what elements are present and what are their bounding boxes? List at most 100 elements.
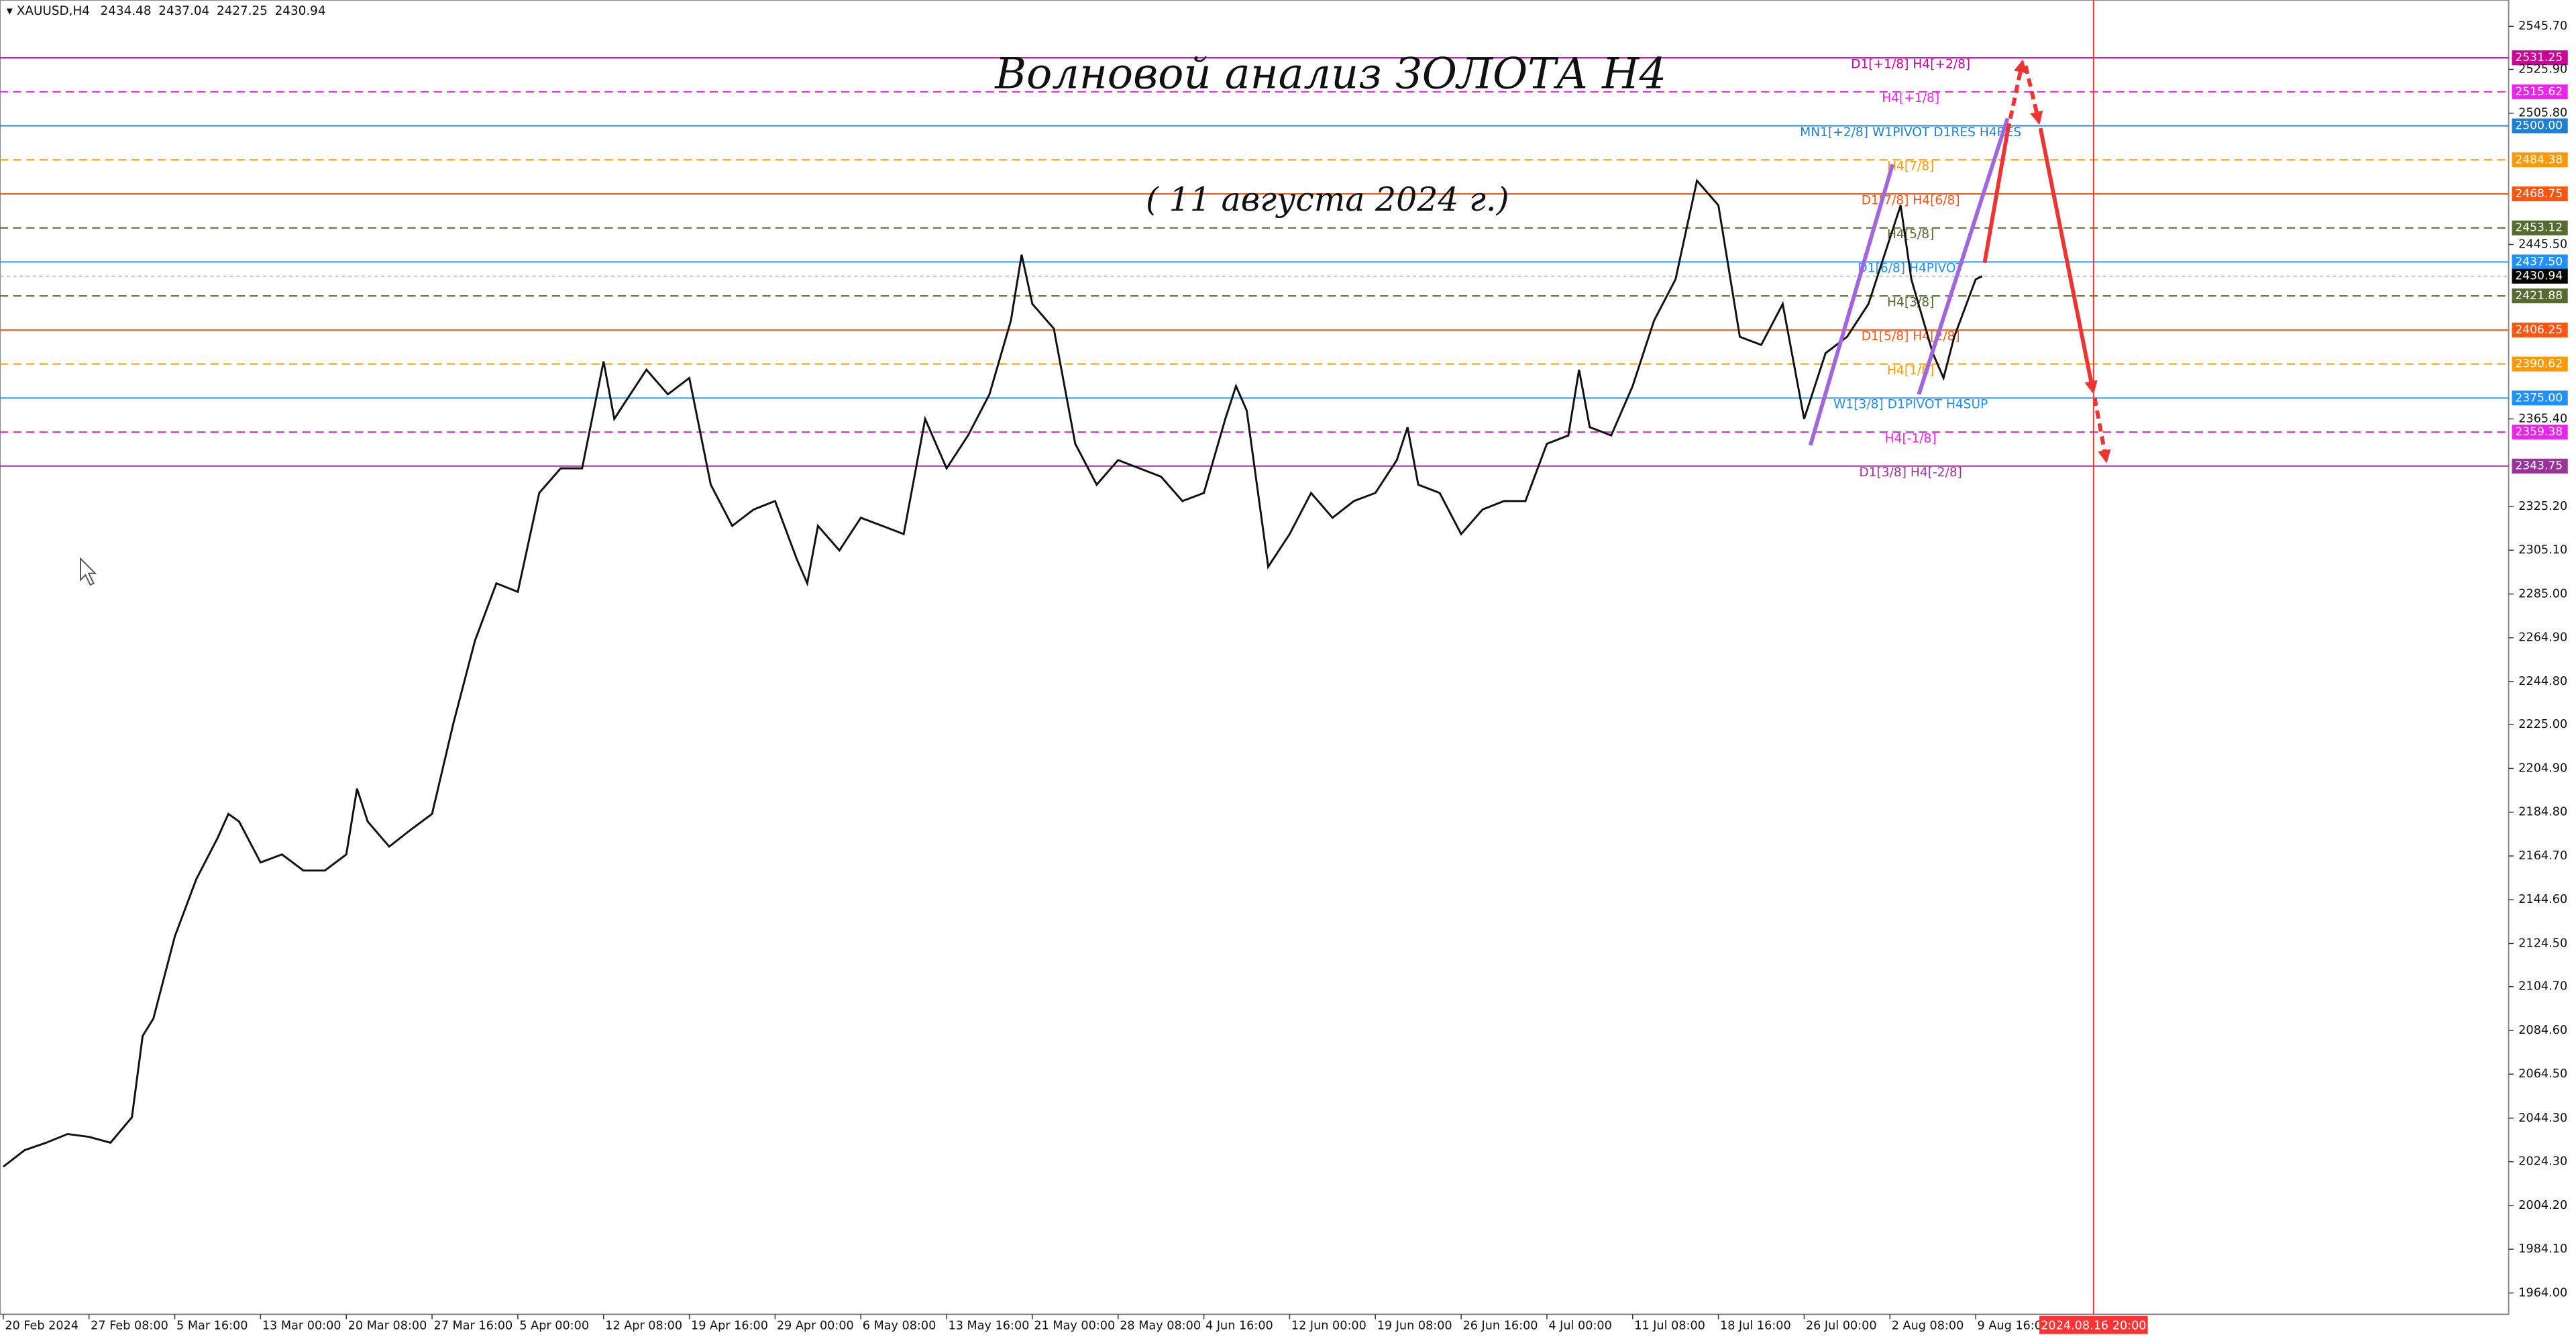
y-tick-label: 2525.90 [2518, 62, 2567, 76]
price-label-box [2512, 186, 2568, 202]
close: 2430.94 [275, 4, 326, 18]
level-text: MN1[+2/8] W1PIVOT D1RES H4RES [1800, 125, 2021, 140]
forecast-arrow [2038, 127, 2098, 394]
x-tick-label: 13 Mar 00:00 [262, 1319, 341, 1332]
x-tick-label: 20 Mar 08:00 [348, 1319, 427, 1332]
forecast-arrow [2023, 65, 2043, 125]
x-tick-label: 26 Jun 16:00 [1463, 1319, 1538, 1332]
x-tick-label: 27 Mar 16:00 [434, 1319, 513, 1332]
symbol: XAUUSD,H4 [17, 4, 90, 18]
level-text: H4[1/8] [1887, 364, 1934, 378]
price-label-box [2512, 254, 2568, 270]
y-tick-label: 2225.00 [2518, 718, 2567, 731]
x-tick-label: 20 Feb 2024 [5, 1319, 78, 1332]
level-text: H4[+1/8] [1882, 91, 1939, 105]
x-tick-label: 19 Apr 16:00 [691, 1319, 768, 1332]
price-label: 2375.00 [2515, 391, 2563, 405]
price-series [3, 178, 1983, 1168]
x-tick-label: 11 Jul 08:00 [1634, 1319, 1705, 1332]
forecast-arrow [2092, 397, 2111, 464]
level-text: H4[7/8] [1887, 160, 1934, 174]
price-label: 2531.25 [2515, 51, 2563, 64]
level-text: D1[3/8] H4[-2/8] [1859, 466, 1962, 480]
level-text: D1[5/8] H4[2/8] [1862, 329, 1960, 343]
forecast-arrow [1982, 131, 2010, 264]
x-tick-label: 9 Aug 16:00 [1978, 1319, 2050, 1332]
y-tick-label: 2044.30 [2518, 1112, 2567, 1125]
axes: 2545.70 2525.90 2505.80 2445.50 2365.40 2325.… [3, 0, 2567, 1334]
price-label-box [2512, 50, 2568, 66]
x-tick-label: 27 Feb 08:00 [91, 1319, 168, 1332]
forecast-arrow [2005, 59, 2027, 132]
price-label: 2515.62 [2515, 85, 2563, 99]
price-label-box [2512, 84, 2568, 99]
open: 2434.48 [101, 4, 152, 18]
price-label-box [2512, 424, 2568, 440]
y-tick-label: 2264.90 [2518, 631, 2567, 645]
level-text: D1[6/8] H4PIVOT [1858, 262, 1964, 276]
y-tick-label: 1984.10 [2518, 1242, 2567, 1256]
x-tick-label: 13 May 16:00 [949, 1319, 1030, 1332]
wave-line [1808, 164, 1895, 446]
y-tick-label: 1964.00 [2518, 1286, 2567, 1299]
current-price-box [2512, 268, 2568, 284]
y-tick-label: 2285.00 [2518, 587, 2567, 600]
current-price-label: 2430.94 [2515, 270, 2563, 283]
y-tick-label: 2365.40 [2518, 412, 2567, 425]
y-tick-label: 2204.90 [2518, 761, 2567, 775]
y-tick-label: 2144.60 [2518, 893, 2567, 906]
high: 2437.04 [158, 4, 209, 18]
price-label-box [2512, 356, 2568, 372]
y-tick-label: 2305.10 [2518, 543, 2567, 557]
x-tick-label: 18 Jul 16:00 [1720, 1319, 1791, 1332]
y-tick-label: 2064.50 [2518, 1067, 2567, 1081]
chart-title: Волновой анализ ЗОЛОТА H4 [994, 50, 1666, 99]
price-label: 2500.00 [2515, 119, 2563, 133]
price-label: 2468.75 [2515, 187, 2563, 201]
price-label: 2453.12 [2515, 221, 2563, 235]
y-tick-label: 2124.50 [2518, 936, 2567, 950]
price-label-box [2512, 458, 2568, 474]
price-label-box [2512, 152, 2568, 168]
level-text: H4[5/8] [1887, 227, 1934, 242]
x-tick-label: 5 Mar 16:00 [176, 1319, 248, 1332]
x-tick-label: 19 Jun 08:00 [1377, 1319, 1452, 1332]
price-label: 2406.25 [2515, 323, 2563, 337]
x-tick-label: 28 May 08:00 [1120, 1319, 1201, 1332]
y-tick-label: 2164.70 [2518, 849, 2567, 863]
cursor-label: 2024.08.16 20:00 [2041, 1319, 2146, 1332]
forecast-annotations [1808, 59, 2111, 464]
level-text: D1[7/8] H4[6/8] [1862, 193, 1960, 207]
level-text: W1[3/8] D1PIVOT H4SUP [1833, 398, 1988, 412]
price-label: 2484.38 [2515, 153, 2563, 166]
y-tick-label: 2545.70 [2518, 19, 2567, 33]
price-label-box [2512, 322, 2568, 337]
level-text: H4[-1/8] [1885, 431, 1937, 445]
price-label: 2437.50 [2515, 255, 2563, 268]
y-tick-label: 2505.80 [2518, 107, 2567, 120]
x-tick-label: 4 Jul 00:00 [1548, 1319, 1611, 1332]
x-tick-label: 6 May 08:00 [863, 1319, 936, 1332]
x-tick-label: 29 Apr 00:00 [777, 1319, 854, 1332]
chart-subtitle: ( 11 августа 2024 г.) [1146, 180, 1509, 219]
y-tick-label: 2004.20 [2518, 1199, 2567, 1212]
x-tick-label: 2 Aug 08:00 [1892, 1319, 1964, 1332]
low: 2427.25 [217, 4, 268, 18]
x-tick-label: 12 Apr 08:00 [605, 1319, 682, 1332]
x-tick-label: 21 May 00:00 [1034, 1319, 1115, 1332]
level-text: D1[+1/8] H4[+2/8] [1851, 57, 1970, 71]
mouse-cursor [80, 557, 97, 586]
x-tick-label: 4 Jun 16:00 [1205, 1319, 1273, 1332]
x-tick-label: 26 Jul 00:00 [1806, 1319, 1877, 1332]
level-text: H4[3/8] [1887, 295, 1934, 309]
price-line [3, 178, 1983, 1168]
wave-line [1917, 117, 2010, 395]
price-label-box [2512, 220, 2568, 235]
price-label-box [2512, 118, 2568, 133]
cursor-label-box [2039, 1316, 2148, 1334]
y-tick-label: 2445.50 [2518, 237, 2567, 251]
y-tick-label: 2325.20 [2518, 500, 2567, 513]
price-label: 2359.38 [2515, 425, 2563, 439]
